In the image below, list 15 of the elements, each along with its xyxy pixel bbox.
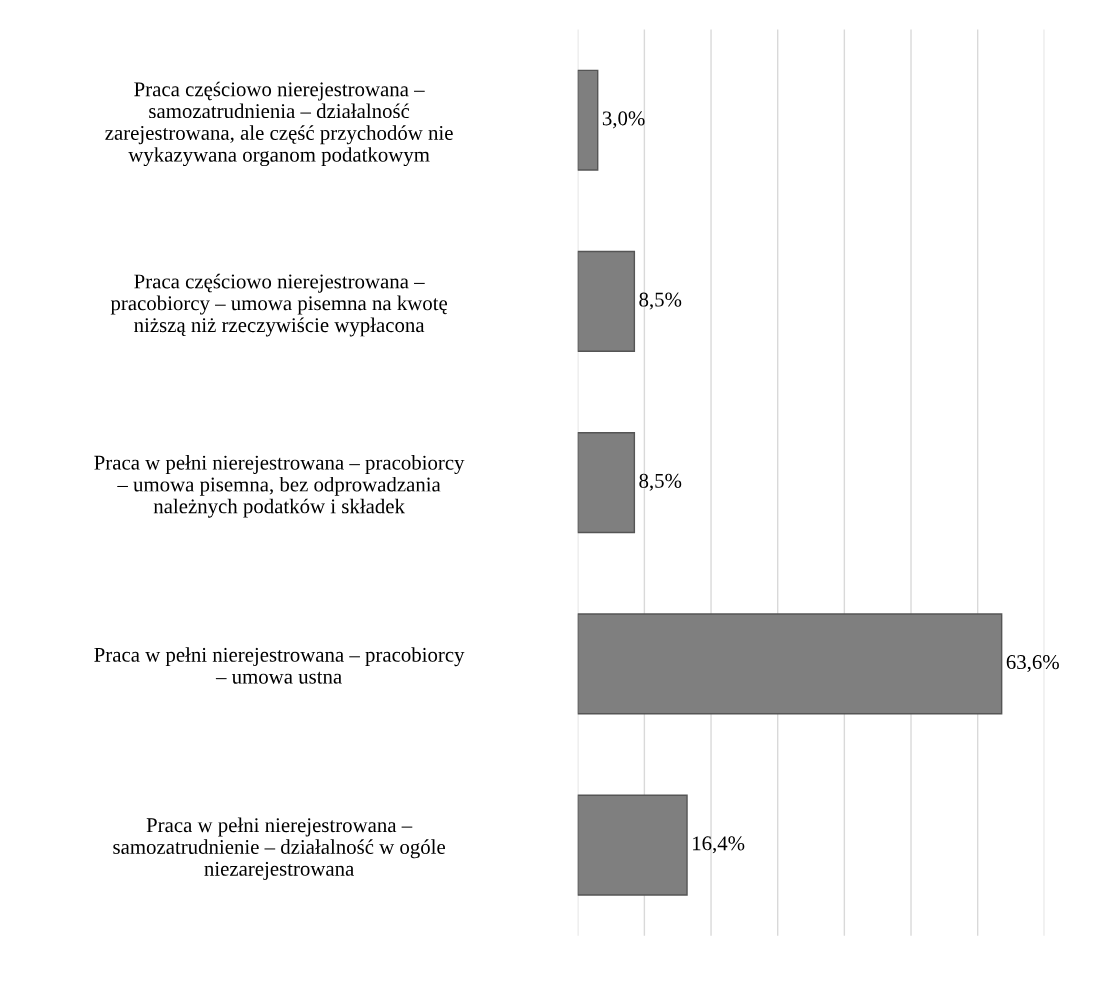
- y-tick-label: Praca w pełni nierejestrowana – samozatrudnienie – działalność w ogóle niezarejestrowana: [113, 817, 445, 881]
- bar: [577, 613, 1003, 715]
- bar: [577, 69, 599, 171]
- bar: [577, 250, 636, 352]
- bar: [577, 794, 688, 896]
- y-tick-label: Praca częściowo nierejestrowana – samozatrudnienia – działalność zarejestrowana, ale część przychodów nie wykazywana organom podatkowym: [105, 81, 453, 167]
- data-label: 8,5%: [639, 292, 682, 310]
- y-tick-label: Praca w pełni nierejestrowana – pracobiorcy – umowa ustna: [94, 647, 465, 684]
- data-label: 8,5%: [639, 473, 682, 491]
- y-tick-label: Praca częściowo nierejestrowana – pracobiorcy – umowa pisemna na kwotę niższą niż rzeczywiście wypłacona: [110, 273, 448, 337]
- data-label: 3,0%: [602, 111, 645, 129]
- data-label: 16,4%: [693, 836, 745, 854]
- data-label: 63,6%: [1006, 655, 1059, 673]
- y-tick-label: Praca w pełni nierejestrowana – pracobiorcy – umowa pisemna, bez odprowadzania należnych podatków i składek: [94, 455, 465, 518]
- bar: [577, 432, 636, 534]
